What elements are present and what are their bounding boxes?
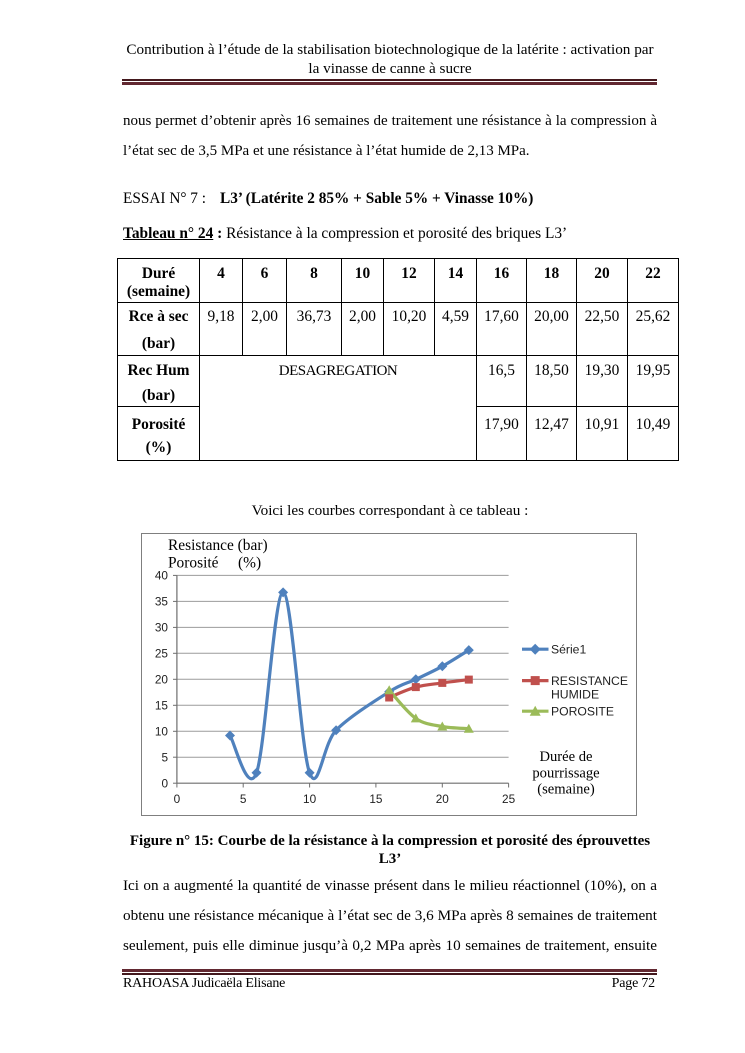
svg-text:15: 15	[369, 792, 383, 806]
svg-text:25: 25	[502, 792, 516, 806]
svg-text:HUMIDE: HUMIDE	[551, 688, 599, 702]
svg-text:25: 25	[155, 647, 169, 661]
svg-text:0: 0	[161, 777, 168, 791]
svg-text:pourrissage: pourrissage	[532, 765, 599, 781]
svg-text:RESISTANCE: RESISTANCE	[551, 674, 628, 688]
svg-text:5: 5	[161, 751, 168, 765]
svg-text:(semaine): (semaine)	[537, 782, 595, 798]
svg-text:20: 20	[436, 792, 450, 806]
svg-text:35: 35	[155, 595, 169, 609]
svg-text:10: 10	[303, 792, 317, 806]
svg-text:40: 40	[155, 569, 169, 583]
svg-text:Porosité: Porosité	[168, 555, 219, 572]
svg-text:20: 20	[155, 673, 169, 687]
svg-text:15: 15	[155, 699, 169, 713]
svg-text:Durée de: Durée de	[539, 749, 592, 765]
svg-text:(%): (%)	[238, 555, 261, 572]
svg-text:0: 0	[174, 792, 181, 806]
svg-text:10: 10	[155, 725, 169, 739]
svg-text:5: 5	[240, 792, 247, 806]
svg-text:POROSITE: POROSITE	[551, 705, 614, 719]
svg-text:Resistance (bar): Resistance (bar)	[168, 537, 268, 554]
svg-text:30: 30	[155, 621, 169, 635]
svg-text:Série1: Série1	[551, 643, 586, 657]
